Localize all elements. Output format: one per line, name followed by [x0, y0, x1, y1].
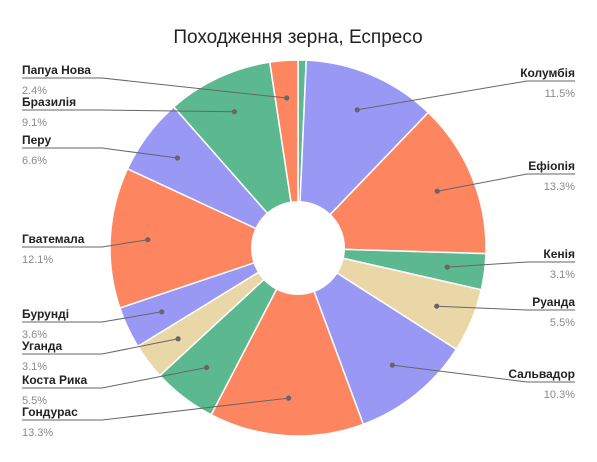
slice-label-2: Ефіопія: [528, 159, 575, 173]
leader-dot-13: [284, 95, 290, 101]
leader-dot-7: [204, 364, 210, 371]
pie-slice-колумбія-1: [297, 59, 430, 250]
slice-label-7: Коста Рика: [22, 373, 87, 387]
leader-line-11: [22, 147, 178, 159]
slice-percent-5: 10.3%: [544, 389, 575, 401]
leader-line-13: [22, 77, 287, 99]
pie-slice-гватемала-10: [109, 167, 301, 309]
slice-percent-1: 11.5%: [545, 88, 576, 100]
chart-title: Походження зерна, Еспресо: [173, 27, 422, 48]
pie-slices: [109, 59, 487, 437]
slice-percent-2: 13.3%: [544, 181, 575, 193]
slice-percent-3: 3.1%: [550, 269, 575, 281]
leader-dot-8: [175, 336, 181, 342]
slice-percent-8: 3.1%: [22, 361, 47, 373]
slice-label-3: Кенія: [543, 247, 575, 261]
pie-labels: Колумбія 11.5% Ефіопія 13.3% Кенія 3.1% Руанда…: [22, 63, 575, 439]
leader-dot-4: [434, 303, 440, 309]
slice-percent-13: 2.4%: [22, 85, 47, 97]
leader-line-9: [22, 311, 162, 323]
leader-line-3: [447, 261, 575, 268]
leader-dot-9: [159, 309, 165, 315]
donut-hole: [251, 201, 345, 295]
leader-line-4: [436, 305, 575, 311]
pie-slice-сальвадор-5: [296, 246, 458, 426]
leader-line-10: [22, 239, 148, 248]
slice-label-12: Бразилія: [22, 95, 76, 109]
slice-percent-6: 13.3%: [22, 427, 53, 439]
slice-percent-7: 5.5%: [22, 395, 47, 407]
slice-label-9: Бурунді: [22, 307, 69, 321]
leader-dot-11: [174, 155, 181, 161]
slice-percent-11: 6.6%: [22, 155, 47, 167]
slice-label-13: Папуа Нова: [22, 63, 91, 77]
slice-label-8: Уганда: [22, 339, 63, 353]
leader-dot-10: [145, 237, 151, 243]
slice-label-6: Гондурас: [22, 405, 78, 419]
leader-dot-3: [444, 264, 450, 270]
slice-label-10: Гватемала: [22, 232, 85, 246]
leader-dot-2: [434, 188, 440, 194]
slice-label-11: Перу: [22, 133, 51, 147]
slice-percent-4: 5.5%: [550, 317, 575, 329]
pie-slice-гондурас-6: [210, 246, 365, 437]
slice-label-4: Руанда: [532, 295, 575, 309]
leader-line-2: [437, 173, 575, 192]
pie-slice-бразилія-12: [172, 61, 300, 251]
slice-label-1: Колумбія: [520, 66, 575, 80]
leader-line-1: [357, 80, 575, 111]
slice-percent-9: 3.6%: [22, 329, 47, 341]
pie-slice-папуа-нова-13: [268, 59, 299, 249]
leader-dot-1: [354, 107, 360, 113]
leader-line-5: [392, 364, 575, 383]
leader-line-7: [22, 367, 207, 389]
leader-line-8: [22, 338, 179, 355]
slice-percent-12: 9.1%: [22, 117, 47, 129]
leader-dot-6: [286, 395, 292, 401]
pie-slice-ефіопія-2: [296, 111, 487, 255]
leader-dot-5: [389, 362, 395, 368]
slice-percent-10: 12.1%: [22, 254, 53, 266]
leader-line-6: [22, 397, 289, 421]
slice-label-5: Сальвадор: [508, 367, 575, 381]
leader-line-12: [22, 109, 235, 113]
leader-dot-12: [231, 109, 238, 115]
